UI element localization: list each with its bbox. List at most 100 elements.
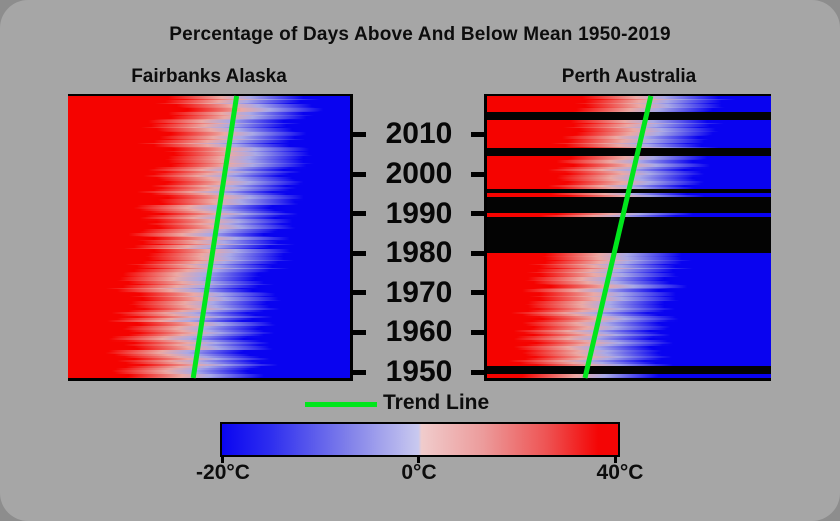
year-row-substripe [487, 130, 771, 133]
year-row-substripe [68, 308, 350, 311]
year-row-substripe [68, 211, 350, 214]
year-row [487, 317, 771, 323]
year-row-substripe [487, 291, 771, 294]
year-row [487, 277, 771, 282]
year-row [68, 313, 350, 319]
year-row-substripe [68, 122, 350, 125]
year-row [487, 204, 771, 210]
year-tick-perth [471, 171, 484, 177]
year-row [487, 160, 771, 166]
year-row [68, 120, 350, 125]
year-row [68, 321, 350, 327]
year-row-substripe [487, 271, 771, 274]
year-row [487, 249, 771, 254]
year-row [68, 241, 350, 246]
year-row [68, 305, 350, 311]
year-row-substripe [487, 275, 771, 278]
year-row-substripe [487, 352, 771, 355]
year-row-substripe [68, 376, 350, 378]
year-row-substripe [68, 295, 350, 298]
year-row-substripe [68, 231, 350, 234]
year-row-substripe [487, 303, 771, 307]
year-row [487, 253, 771, 258]
year-row [487, 108, 771, 113]
colorbar-tick-max [614, 457, 617, 463]
year-row-substripe [487, 98, 771, 101]
year-row [487, 361, 771, 367]
year-row-substripe [487, 255, 771, 258]
year-row [487, 269, 771, 274]
year-row-substripe [68, 98, 350, 101]
year-tick-fairbanks [353, 171, 366, 177]
year-row-substripe [68, 239, 350, 242]
temperature-colorbar [220, 422, 620, 457]
year-tick-fairbanks [353, 369, 366, 375]
trend-line-legend-label: Trend Line [383, 391, 490, 414]
year-tick-fairbanks [353, 211, 366, 217]
year-row [68, 204, 350, 210]
year-row-substripe [487, 287, 771, 290]
year-tick-fairbanks [353, 250, 366, 256]
year-row [68, 112, 350, 117]
year-row [487, 120, 771, 125]
year-row-substripe [68, 110, 350, 113]
year-row [487, 152, 771, 158]
year-row [487, 297, 771, 303]
year-row-substripe [487, 162, 771, 166]
year-row [68, 341, 350, 347]
year-row [68, 353, 350, 359]
year-row [487, 337, 771, 343]
year-tick-perth [471, 290, 484, 296]
year-row [68, 337, 350, 343]
year-row [487, 237, 771, 242]
year-row [487, 232, 771, 238]
year-row [487, 357, 771, 363]
heatmap-panel-fairbanks [68, 94, 353, 381]
year-row-substripe [68, 162, 350, 166]
year-row [68, 124, 350, 129]
year-row-substripe [68, 114, 350, 117]
year-row-substripe [487, 295, 771, 298]
year-row [487, 132, 771, 137]
year-tick-perth [471, 329, 484, 335]
year-row [487, 156, 771, 162]
year-row [487, 289, 771, 294]
year-row [68, 176, 350, 182]
year-row-substripe [487, 356, 771, 359]
year-row [68, 361, 350, 367]
year-row [487, 341, 771, 347]
year-row [487, 172, 771, 178]
year-row-substripe [487, 279, 771, 282]
year-row [487, 321, 771, 327]
year-row-substripe [68, 299, 350, 303]
year-row-substripe [487, 215, 771, 218]
colorbar-label-min: -20°C [196, 461, 250, 484]
year-row-substripe [68, 118, 350, 121]
year-row-substripe [68, 158, 350, 162]
year-row [68, 152, 350, 158]
year-tick-fairbanks [353, 329, 366, 335]
year-row-substripe [487, 332, 771, 335]
year-row [68, 293, 350, 299]
year-row-substripe [68, 328, 350, 331]
year-row-substripe [487, 376, 771, 378]
trend-line-perth [582, 95, 654, 379]
year-row-substripe [487, 259, 771, 262]
year-tick-perth [471, 211, 484, 217]
year-row-substripe [68, 130, 350, 133]
year-row [487, 116, 771, 121]
year-row-substripe [487, 175, 771, 178]
year-row [68, 196, 350, 202]
year-row [68, 172, 350, 178]
year-row-substripe [68, 251, 350, 254]
year-row [487, 224, 771, 230]
year-row [68, 253, 350, 258]
year-row-substripe [68, 227, 350, 230]
year-row-substripe [68, 332, 350, 335]
year-row [487, 281, 771, 286]
year-row-substripe [487, 328, 771, 331]
year-row [487, 124, 771, 129]
year-tick-label: 2010 [385, 117, 453, 151]
year-row [68, 216, 350, 222]
year-tick-label: 1990 [385, 196, 453, 230]
